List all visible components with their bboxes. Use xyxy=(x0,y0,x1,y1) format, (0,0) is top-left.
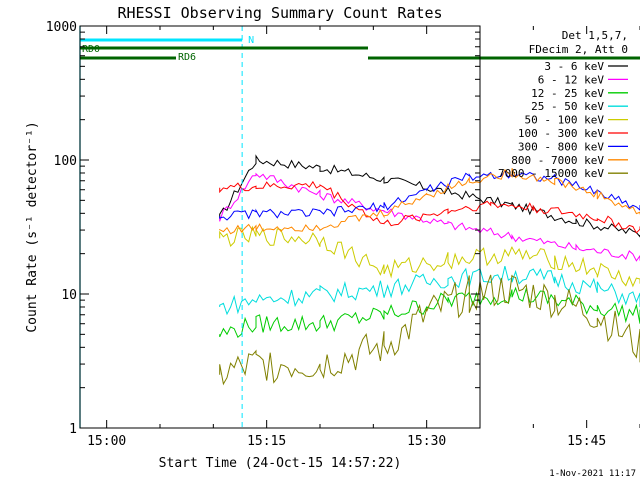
rd6-label: RD6 xyxy=(178,52,196,63)
series-line-6 xyxy=(219,170,640,221)
axis-layer: 15:0015:1515:3015:4516:0016:1516:3011010… xyxy=(46,20,640,449)
plot-frame xyxy=(79,25,481,429)
x-tick-label-0: 15:00 xyxy=(87,434,126,449)
x-axis-label: Start Time (24-Oct-15 14:57:22) xyxy=(159,456,402,471)
legend-header-1: FDecim 2, Att 0 xyxy=(529,43,628,56)
series-line-5 xyxy=(219,180,640,234)
series-line-7 xyxy=(219,168,640,235)
legend-entry-8: 7000 - 15000 keV xyxy=(498,167,604,180)
legend-entry-7: 800 - 7000 keV xyxy=(511,154,604,167)
x-tick-label-2: 15:30 xyxy=(407,434,446,449)
y-tick-label-1: 10 xyxy=(61,288,77,303)
legend-entry-6: 300 - 800 keV xyxy=(518,140,604,153)
y-tick-label-3: 1000 xyxy=(46,20,77,35)
legend-entry-1: 6 - 12 keV xyxy=(538,73,605,86)
x-tick-label-1: 15:15 xyxy=(247,434,286,449)
y-tick-label-0: 1 xyxy=(69,422,77,437)
timestamp: 1-Nov-2021 11:17 xyxy=(549,469,636,479)
y-axis-label: Count Rate (s⁻¹ detector⁻¹) xyxy=(25,121,40,332)
rd0-label: RD0 xyxy=(82,44,100,55)
series-line-1 xyxy=(219,172,640,262)
legend-entry-2: 12 - 25 keV xyxy=(531,87,604,100)
chart-title: RHESSI Observing Summary Count Rates xyxy=(117,4,442,22)
legend-entry-3: 25 - 50 keV xyxy=(531,100,604,113)
series-line-2 xyxy=(219,286,640,339)
cyan-flag-label: N xyxy=(248,35,254,46)
series-line-3 xyxy=(219,265,640,316)
series-line-4 xyxy=(219,225,640,288)
y-tick-label-2: 100 xyxy=(54,154,77,169)
legend-header-0: Det 1,5,7, xyxy=(562,29,628,42)
legend-entry-5: 100 - 300 keV xyxy=(518,127,604,140)
legend-entry-4: 50 - 100 keV xyxy=(525,114,605,127)
series-line-8 xyxy=(219,274,640,386)
x-tick-label-3: 15:45 xyxy=(567,434,606,449)
series-layer xyxy=(219,154,640,386)
legend-entry-0: 3 - 6 keV xyxy=(544,60,604,73)
